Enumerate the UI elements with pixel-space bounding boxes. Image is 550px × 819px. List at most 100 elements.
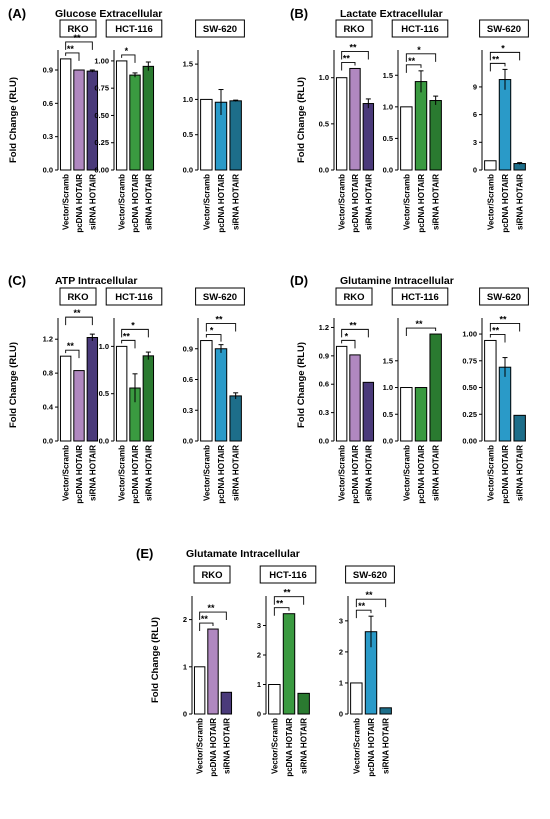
significance-label: ** <box>123 331 131 341</box>
significance-label: * <box>125 46 129 56</box>
significance-label: * <box>345 331 349 341</box>
subplot-title: SW-620 <box>487 24 521 35</box>
panel-letter: (D) <box>290 273 308 288</box>
category-label: siRNA HOTAIR <box>232 174 241 230</box>
y-axis-label: Fold Change (RLU) <box>8 342 19 428</box>
bar-sirna-hotair <box>362 381 375 442</box>
significance-bracket <box>341 328 369 338</box>
subplot-title: RKO <box>67 24 88 35</box>
subplot-title: HCT-116 <box>269 570 307 581</box>
y-tick-label: 1.0 <box>383 383 393 392</box>
bar-sirna-hotair <box>229 395 242 442</box>
y-tick-label: 0.4 <box>43 403 54 412</box>
category-label: siRNA HOTAIR <box>364 174 373 230</box>
y-tick-label: 0.6 <box>319 380 329 389</box>
significance-label: ** <box>201 614 209 624</box>
y-tick-label: 1.0 <box>319 73 329 82</box>
category-label: Vector/Scramb <box>62 174 71 230</box>
subplot-title: HCT-116 <box>401 292 439 303</box>
panel-letter: (A) <box>8 6 26 21</box>
significance-bracket <box>205 323 237 332</box>
subplot-sw-620: SW-620 0.0 0.5 1.0 1.5 Vector/Scramb pcDNA HOT… <box>183 19 245 233</box>
panel-title: Glucose Extracellular <box>55 8 162 20</box>
subplot-title-box <box>195 19 245 38</box>
y-tick-label: 0.3 <box>43 132 53 141</box>
subplot-title: SW-620 <box>203 292 237 303</box>
category-label: pcDNA HOTAIR <box>351 174 360 233</box>
y-tick-label: 3 <box>473 138 477 147</box>
y-tick-label: 1.2 <box>319 323 329 332</box>
significance-label: ** <box>349 320 357 330</box>
category-label: siRNA HOTAIR <box>432 174 441 230</box>
significance-label: ** <box>415 319 423 329</box>
bar-sirna-hotair <box>379 707 392 715</box>
bar-vector-scramb <box>484 160 497 171</box>
category-label: Vector/Scramb <box>486 174 495 230</box>
y-tick-label: 0.3 <box>319 408 329 417</box>
bar-pcdna-hotair <box>73 69 85 171</box>
y-tick-label: 1 <box>183 662 187 671</box>
y-tick-label: 0.9 <box>43 66 53 75</box>
y-tick-label: 0.6 <box>183 375 193 384</box>
category-label: siRNA HOTAIR <box>88 445 97 501</box>
subplot-sw-620: SW-620 0 3 6 9 Vector/Scramb pcDNA HOTAIR siRNA… <box>473 19 529 233</box>
bar-vector-scramb <box>335 345 348 442</box>
y-tick-label: 0.0 <box>43 437 53 446</box>
category-label: Vector/Scramb <box>62 445 71 501</box>
significance-bracket <box>205 334 222 342</box>
bar-pcdna-hotair <box>498 366 512 442</box>
subplot-title-box <box>105 19 163 38</box>
significance-label: ** <box>67 341 75 351</box>
y-tick-label: 0.0 <box>383 166 393 175</box>
y-tick-label: 0.0 <box>319 166 329 175</box>
y-tick-label: 1.00 <box>94 56 109 65</box>
panel-letter: (B) <box>290 6 308 21</box>
subplot-hct-116: HCT-116 0.00 0.25 0.50 0.75 1.00 Vector/Scramb… <box>94 19 163 233</box>
y-tick-label: 0.25 <box>462 410 477 419</box>
bar-vector-scramb <box>115 60 128 171</box>
subplot-rko: RKO 0.0 0.5 1.0 Vector/Scramb pcDNA HOTAIR siR… <box>319 19 375 233</box>
bar-pcdna-hotair <box>207 628 219 715</box>
bar-sirna-hotair <box>142 355 155 442</box>
significance-bracket <box>273 607 290 616</box>
subplot-rko: RKO 0.0 0.4 0.8 1.2 Vector/Scramb pcDNA HOTAIR… <box>43 287 99 504</box>
subplot-title-box <box>59 287 97 306</box>
y-tick-label: 0.75 <box>94 84 109 93</box>
category-label: pcDNA HOTAIR <box>285 718 294 777</box>
y-tick-label: 1.00 <box>462 330 477 339</box>
subplot-title-box <box>59 19 97 38</box>
significance-bracket <box>65 41 93 50</box>
significance-bracket <box>65 316 93 326</box>
significance-bracket <box>489 62 506 72</box>
category-label: pcDNA HOTAIR <box>417 445 426 504</box>
category-label: pcDNA HOTAIR <box>351 445 360 504</box>
y-tick-label: 0.0 <box>43 166 53 175</box>
category-label: pcDNA HOTAIR <box>131 174 140 233</box>
significance-bracket <box>121 339 136 349</box>
category-label: siRNA HOTAIR <box>432 445 441 501</box>
bar-pcdna-hotair <box>349 354 361 442</box>
bar-sirna-hotair <box>142 65 155 171</box>
y-tick-label: 2 <box>257 651 261 660</box>
y-tick-label: 2 <box>183 615 187 624</box>
significance-label: * <box>417 45 421 55</box>
significance-bracket <box>121 54 136 63</box>
y-tick-label: 0.50 <box>94 111 109 120</box>
y-tick-label: 0.0 <box>319 437 329 446</box>
y-tick-label: 0.3 <box>183 406 193 415</box>
category-label: Vector/Scramb <box>196 718 205 774</box>
category-label: siRNA HOTAIR <box>516 174 525 230</box>
y-tick-label: 0.75 <box>462 356 477 365</box>
bar-sirna-hotair <box>229 100 242 171</box>
bar-vector-scramb <box>200 98 213 171</box>
bar-pcdna-hotair <box>73 370 85 442</box>
subplot-title-box <box>193 565 231 584</box>
category-label: pcDNA HOTAIR <box>501 174 510 233</box>
subplot-sw-620: SW-620 0.0 0.3 0.6 0.9 Vector/Scramb pcDNA HOT… <box>183 287 245 504</box>
bar-sirna-hotair <box>220 691 233 715</box>
y-axis-label: Fold Change (RLU) <box>150 617 161 703</box>
y-tick-label: 0.5 <box>383 410 393 419</box>
bar-sirna-hotair <box>297 692 310 715</box>
y-tick-label: 2 <box>339 647 343 656</box>
subplot-hct-116: HCT-116 0.0 0.5 1.0 1.5 Vector/Scramb pcDNA HO… <box>383 19 449 233</box>
